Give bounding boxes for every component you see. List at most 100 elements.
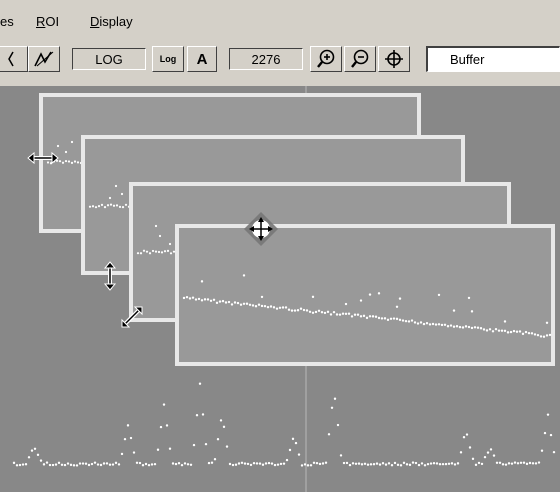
trace-dot: [515, 330, 519, 333]
trace-dot: [474, 463, 478, 467]
trace-dot: [464, 325, 468, 328]
zoom-out-button[interactable]: [344, 46, 376, 72]
trace-dot: [470, 310, 474, 313]
trace-dot: [172, 250, 176, 253]
trace-dot: [15, 464, 19, 467]
trace-dot: [326, 310, 330, 314]
trace-dot: [393, 461, 397, 465]
trace-dot: [453, 463, 457, 466]
trace-dot: [518, 330, 522, 333]
trace-dot: [296, 309, 300, 312]
trace-dot: [33, 447, 37, 450]
trace-dot: [414, 461, 418, 465]
trace-dot: [536, 333, 540, 337]
menu-item-roi[interactable]: ROI: [36, 14, 60, 29]
trace-dot: [318, 462, 322, 466]
trace-dot: [132, 451, 136, 454]
trace-dot: [384, 463, 388, 466]
roi-window-4[interactable]: [175, 224, 555, 366]
trace-dot: [227, 300, 231, 304]
trace-dot: [73, 160, 77, 163]
buffer-field[interactable]: Buffer: [426, 46, 560, 72]
trace-dot: [480, 462, 484, 466]
trace-dot: [263, 304, 267, 308]
trace-dot: [546, 413, 550, 416]
trace-dot: [117, 463, 121, 466]
trace-dot: [102, 462, 106, 465]
trace-dot: [401, 319, 405, 322]
trace-dot: [233, 301, 237, 304]
zoom-in-button[interactable]: [310, 46, 342, 72]
trace-dot: [272, 306, 276, 309]
trace-dot: [305, 309, 309, 312]
trace-dot: [383, 317, 387, 320]
trace-dot: [353, 313, 357, 316]
trace-dot: [67, 160, 71, 163]
plot-canvas[interactable]: [0, 86, 560, 492]
trace-dot: [486, 451, 490, 454]
trace-dot: [359, 315, 363, 318]
log-toggle-button[interactable]: Log: [152, 46, 184, 72]
menu-item-display[interactable]: Display: [90, 14, 133, 29]
trace-dot: [123, 437, 127, 441]
trace-dot: [440, 323, 444, 327]
trace-dot: [378, 463, 382, 466]
trace-dot: [447, 462, 451, 465]
trace-dot: [126, 424, 130, 427]
trace-dot: [374, 315, 378, 318]
roi-window-4-trace: [182, 274, 552, 338]
trace-dot: [501, 463, 505, 466]
trace-dot: [186, 463, 190, 466]
trace-dot: [491, 330, 495, 333]
trace-dot: [257, 303, 261, 306]
trace-dot: [410, 319, 414, 322]
trace-dot: [154, 224, 158, 228]
trace-dot: [88, 205, 92, 208]
zoom-in-icon: [317, 49, 335, 68]
trace-dot: [72, 464, 76, 467]
trace-dot: [258, 462, 262, 465]
trace-dot: [121, 206, 125, 209]
trace-dot: [273, 463, 277, 467]
trace-dot: [243, 462, 247, 465]
center-target-button[interactable]: [378, 46, 410, 72]
trace-dot: [438, 463, 442, 466]
trace-dot: [458, 325, 462, 329]
trace-dot: [285, 458, 289, 462]
trace-dot: [242, 302, 246, 305]
menu-item-files[interactable]: es: [0, 14, 14, 29]
trace-dot: [171, 462, 175, 465]
trace-dot: [537, 461, 541, 464]
line-tool-button[interactable]: [28, 46, 60, 72]
trace-dot: [452, 309, 456, 312]
zoom-out-icon: [351, 49, 369, 68]
trace-dot: [311, 311, 315, 314]
trace-dot: [246, 462, 250, 466]
trace-dot: [78, 462, 82, 465]
trace-dot: [249, 463, 253, 467]
trace-dot: [389, 317, 393, 320]
trace-dot: [239, 303, 243, 306]
trace-dot: [329, 313, 333, 316]
partial-tool-icon: [8, 51, 14, 67]
trace-dot: [395, 305, 399, 308]
trace-dot: [291, 437, 295, 441]
trace-dot: [497, 329, 501, 332]
trace-dot: [357, 462, 361, 465]
trace-dot: [399, 464, 403, 467]
trace-dot: [363, 462, 367, 465]
trace-dot: [465, 433, 469, 436]
auto-scale-label: A: [196, 50, 208, 68]
partial-tool-button[interactable]: [0, 46, 28, 72]
trace-dot: [432, 462, 436, 465]
trace-dot: [420, 462, 424, 465]
trace-dot: [224, 301, 228, 304]
trace-dot: [197, 297, 201, 301]
auto-scale-button[interactable]: A: [187, 46, 217, 72]
trace-dot: [99, 463, 103, 467]
trace-dot: [387, 462, 391, 465]
trace-dot: [293, 309, 297, 312]
trace-dot: [157, 250, 161, 254]
trace-dot: [240, 461, 244, 465]
trace-dot: [209, 299, 213, 302]
